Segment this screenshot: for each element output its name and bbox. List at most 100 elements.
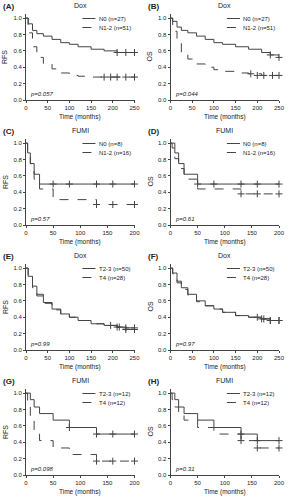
svg-text:200: 200 — [108, 355, 119, 361]
svg-text:0.2: 0.2 — [158, 331, 167, 337]
svg-text:0.0: 0.0 — [158, 347, 167, 353]
svg-text:(E): (E) — [3, 252, 14, 261]
svg-text:1.0: 1.0 — [13, 15, 22, 21]
svg-text:T2-3 (n=12): T2-3 (n=12) — [99, 391, 131, 397]
svg-text:N1-2 (n=16): N1-2 (n=16) — [243, 150, 275, 156]
svg-text:0: 0 — [169, 230, 173, 236]
svg-text:0.0: 0.0 — [13, 472, 22, 478]
svg-text:50: 50 — [194, 230, 201, 236]
svg-text:N0 (n=8): N0 (n=8) — [243, 141, 267, 147]
svg-text:1.0: 1.0 — [13, 265, 22, 271]
svg-text:N0 (n=27): N0 (n=27) — [99, 16, 126, 22]
svg-text:1.0: 1.0 — [13, 390, 22, 396]
svg-text:200: 200 — [274, 230, 285, 236]
svg-text:0.6: 0.6 — [13, 173, 22, 179]
svg-text:(G): (G) — [3, 377, 15, 386]
svg-text:OS: OS — [146, 51, 153, 61]
svg-text:p=0.99: p=0.99 — [30, 341, 50, 347]
svg-text:FUMI: FUMI — [216, 127, 233, 134]
svg-text:p=0.098: p=0.098 — [30, 466, 54, 472]
svg-text:0.8: 0.8 — [13, 282, 22, 288]
svg-text:100: 100 — [75, 480, 86, 486]
svg-text:250: 250 — [274, 355, 285, 361]
svg-text:(A): (A) — [3, 2, 14, 11]
svg-text:150: 150 — [247, 480, 258, 486]
svg-text:OS: OS — [147, 426, 154, 436]
svg-text:150: 150 — [247, 230, 258, 236]
svg-text:T2-3 (n=12): T2-3 (n=12) — [243, 391, 275, 397]
svg-text:N0 (n=27): N0 (n=27) — [243, 16, 270, 22]
svg-text:250: 250 — [129, 355, 140, 361]
svg-text:p=0.97: p=0.97 — [175, 341, 195, 347]
svg-text:200: 200 — [274, 480, 285, 486]
svg-text:T2-3 (n=50): T2-3 (n=50) — [99, 266, 131, 272]
svg-text:(H): (H) — [148, 377, 159, 386]
svg-text:(C): (C) — [3, 127, 14, 136]
svg-text:Dox: Dox — [218, 2, 231, 9]
svg-text:p=0.044: p=0.044 — [175, 91, 199, 97]
svg-text:Dox: Dox — [74, 252, 87, 259]
svg-text:200: 200 — [252, 355, 263, 361]
svg-text:0.4: 0.4 — [13, 314, 22, 320]
svg-text:0.0: 0.0 — [158, 472, 167, 478]
svg-text:100: 100 — [64, 105, 75, 111]
svg-text:0.6: 0.6 — [13, 423, 22, 429]
svg-text:0.8: 0.8 — [158, 282, 167, 288]
svg-text:p=0.31: p=0.31 — [175, 466, 195, 472]
svg-text:FUMI: FUMI — [216, 377, 233, 384]
svg-text:Time (months): Time (months) — [204, 238, 246, 246]
svg-text:1.0: 1.0 — [158, 140, 167, 146]
svg-text:150: 150 — [231, 105, 242, 111]
svg-text:0: 0 — [24, 355, 28, 361]
svg-text:0.4: 0.4 — [158, 64, 167, 70]
svg-text:Time (months): Time (months) — [59, 363, 101, 371]
svg-text:(F): (F) — [148, 252, 159, 261]
svg-text:50: 50 — [50, 480, 57, 486]
svg-text:Dox: Dox — [74, 2, 87, 9]
svg-text:0.6: 0.6 — [158, 173, 167, 179]
svg-text:0.4: 0.4 — [158, 314, 167, 320]
svg-text:N1-2 (n=51): N1-2 (n=51) — [99, 25, 131, 31]
svg-text:OS: OS — [147, 176, 154, 186]
svg-text:Time (months): Time (months) — [204, 113, 246, 121]
svg-text:100: 100 — [75, 230, 86, 236]
svg-text:0.2: 0.2 — [13, 81, 22, 87]
svg-text:RFS: RFS — [1, 50, 8, 64]
svg-text:250: 250 — [274, 105, 285, 111]
svg-text:Time (months): Time (months) — [204, 488, 246, 496]
svg-text:50: 50 — [50, 230, 57, 236]
svg-text:100: 100 — [209, 105, 220, 111]
svg-text:0: 0 — [24, 105, 28, 111]
svg-text:0.8: 0.8 — [158, 407, 167, 413]
svg-text:0.4: 0.4 — [13, 439, 22, 445]
svg-text:FUMI: FUMI — [72, 377, 89, 384]
svg-text:Time (months): Time (months) — [59, 238, 101, 246]
svg-text:0.0: 0.0 — [158, 97, 167, 103]
svg-text:150: 150 — [86, 355, 97, 361]
svg-text:0.0: 0.0 — [158, 222, 167, 228]
svg-text:N0 (n=8): N0 (n=8) — [99, 141, 123, 147]
svg-text:250: 250 — [129, 105, 140, 111]
svg-text:0.2: 0.2 — [158, 81, 167, 87]
svg-text:0.4: 0.4 — [158, 439, 167, 445]
svg-text:100: 100 — [220, 230, 231, 236]
svg-text:50: 50 — [44, 105, 51, 111]
svg-text:0.8: 0.8 — [158, 157, 167, 163]
svg-text:0.2: 0.2 — [158, 206, 167, 212]
svg-text:1.0: 1.0 — [158, 15, 167, 21]
svg-text:100: 100 — [209, 355, 220, 361]
svg-text:100: 100 — [64, 355, 75, 361]
svg-text:200: 200 — [108, 105, 119, 111]
svg-text:T4 (n=12): T4 (n=12) — [99, 400, 125, 406]
svg-text:0.4: 0.4 — [13, 189, 22, 195]
svg-text:50: 50 — [189, 355, 196, 361]
svg-text:N1-2 (n=51): N1-2 (n=51) — [243, 25, 275, 31]
svg-text:100: 100 — [220, 480, 231, 486]
svg-text:T4 (n=28): T4 (n=28) — [99, 275, 125, 281]
svg-text:0.8: 0.8 — [13, 407, 22, 413]
svg-text:0: 0 — [24, 230, 28, 236]
svg-text:150: 150 — [86, 105, 97, 111]
svg-text:0: 0 — [24, 480, 28, 486]
svg-text:0.4: 0.4 — [13, 64, 22, 70]
svg-text:T4 (n=28): T4 (n=28) — [243, 275, 269, 281]
